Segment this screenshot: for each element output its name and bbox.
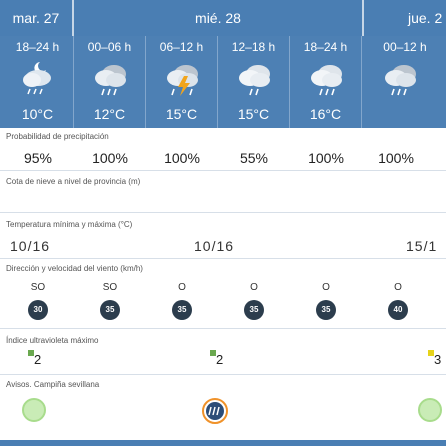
period-label: 00–06 h xyxy=(87,40,132,54)
period-temperature: 16°C xyxy=(309,106,342,122)
row-divider xyxy=(0,374,446,375)
cloud-rain-icon xyxy=(385,65,416,96)
period-label: 12–18 h xyxy=(231,40,276,54)
wind-direction: O xyxy=(394,282,402,293)
cloud-rain-icon xyxy=(311,65,342,96)
day-header: mar. 27 mié. 28 jue. 2 xyxy=(0,0,446,36)
period-cell: 00–06 h 12°C xyxy=(74,36,146,128)
aviso-rain-orange-icon[interactable] xyxy=(201,397,229,425)
precip-value: 100% xyxy=(164,150,200,166)
precip-title: Probabilidad de precipitación xyxy=(6,132,109,141)
cloud-rain-icon xyxy=(239,65,270,96)
uv-level-icon xyxy=(210,350,216,356)
aviso-green-icon[interactable] xyxy=(418,398,442,422)
temp-title: Temperatura mínima y máxima (°C) xyxy=(6,220,133,229)
wind-direction: SO xyxy=(102,282,118,293)
period-cell: 06–12 h 15°C xyxy=(146,36,218,128)
bottom-bar xyxy=(0,440,446,446)
snow-title: Cota de nieve a nivel de provincia (m) xyxy=(6,177,141,186)
uv-number: 3 xyxy=(434,352,442,367)
uv-value: 2 xyxy=(210,350,224,367)
day-tab[interactable]: mié. 28 xyxy=(74,0,364,36)
period-label: 06–12 h xyxy=(159,40,204,54)
row-divider xyxy=(0,212,446,213)
period-temperature: 15°C xyxy=(165,106,198,122)
period-cell: 18–24 h 16°C xyxy=(290,36,362,128)
period-cell: 00–12 h xyxy=(364,36,446,128)
precip-value: 100% xyxy=(378,150,414,166)
wind-speed-icon: 35 xyxy=(172,300,192,320)
cloud-rain-icon xyxy=(95,65,126,96)
wind-speed-icon: 35 xyxy=(316,300,336,320)
period-temperature: 15°C xyxy=(237,106,270,122)
period-label: 18–24 h xyxy=(15,40,60,54)
cloud-rain-storm-icon xyxy=(167,65,198,96)
precip-value: 100% xyxy=(92,150,128,166)
period-cell: 12–18 h 15°C xyxy=(218,36,290,128)
wind-speed-icon: 35 xyxy=(100,300,120,320)
uv-level-icon xyxy=(428,350,434,356)
cloud-rain-night-icon xyxy=(23,62,51,95)
row-divider xyxy=(0,328,446,329)
uv-number: 2 xyxy=(216,352,224,367)
avisos-title: Avisos. Campiña sevillana xyxy=(6,380,100,389)
wind-direction: O xyxy=(178,282,186,293)
aviso-green-icon[interactable] xyxy=(22,398,46,422)
uv-number: 2 xyxy=(34,352,42,367)
temp-minmax: 10/16 xyxy=(194,238,235,254)
period-temperature: 12°C xyxy=(93,106,126,122)
wind-title: Dirección y velocidad del viento (km/h) xyxy=(6,264,143,273)
precip-value: 55% xyxy=(239,150,269,166)
period-strip: 18–24 h 10°C 00–06 h 12°C 06–12 h xyxy=(0,36,446,128)
wind-speed-icon: 35 xyxy=(244,300,264,320)
uv-title: Índice ultravioleta máximo xyxy=(6,336,99,345)
uv-value: 3 xyxy=(428,350,442,367)
period-cell: 18–24 h 10°C xyxy=(2,36,74,128)
wind-speed-icon: 30 xyxy=(28,300,48,320)
precip-value: 95% xyxy=(23,150,53,166)
precip-value: 100% xyxy=(308,150,344,166)
period-temperature: 10°C xyxy=(21,106,54,122)
row-divider xyxy=(0,170,446,171)
day-tab[interactable]: mar. 27 xyxy=(0,0,74,36)
temp-minmax: 15/1 xyxy=(406,238,438,254)
period-label: 00–12 h xyxy=(383,40,427,54)
uv-level-icon xyxy=(28,350,34,356)
day-tab[interactable]: jue. 2 xyxy=(408,10,443,26)
wind-speed-icon: 40 xyxy=(388,300,408,320)
wind-direction: SO xyxy=(30,282,46,293)
wind-direction: O xyxy=(250,282,258,293)
temp-minmax: 10/16 xyxy=(10,238,51,254)
uv-value: 2 xyxy=(28,350,42,367)
period-label: 18–24 h xyxy=(303,40,348,54)
row-divider xyxy=(0,258,446,259)
wind-direction: O xyxy=(322,282,330,293)
